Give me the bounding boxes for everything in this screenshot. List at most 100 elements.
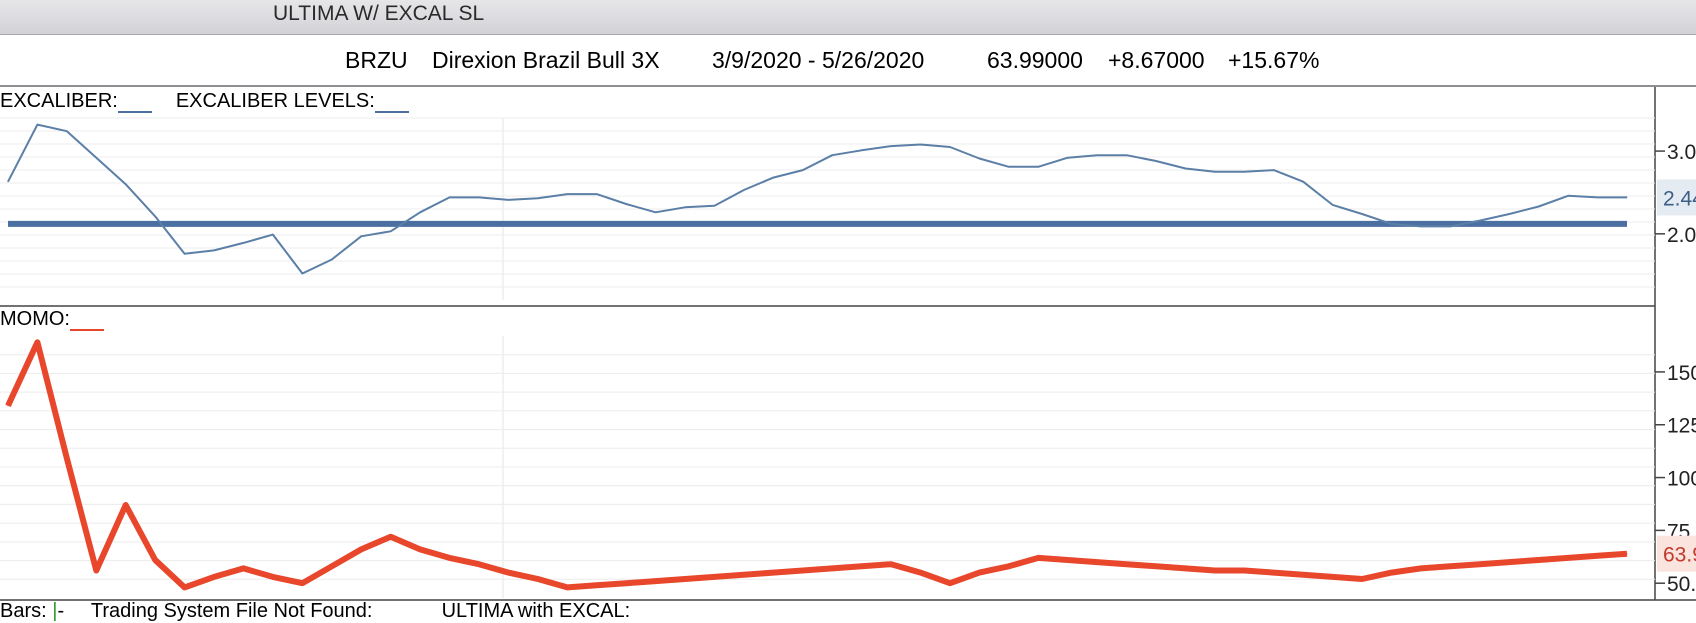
excaliber-data-point: [1243, 171, 1245, 173]
momo-data-point: [537, 578, 539, 580]
momo-data-point: [802, 570, 804, 572]
momo-data-point: [36, 341, 38, 343]
momo-data-point: [1361, 578, 1363, 580]
momo-data-point: [154, 559, 156, 561]
excaliber-data-point: [655, 211, 657, 213]
excaliber-data-point: [242, 242, 244, 244]
momo-data-point: [507, 572, 509, 574]
excaliber-data-point: [1626, 196, 1628, 198]
momo-data-point: [566, 586, 568, 588]
momo-data-point: [1008, 565, 1010, 567]
excaliber-data-point: [861, 149, 863, 151]
excaliber-data-point: [802, 169, 804, 171]
momo-data-point: [655, 580, 657, 582]
momo-data-point: [1302, 574, 1304, 576]
momo-data-point: [831, 567, 833, 569]
momo-data-point: [1626, 553, 1628, 555]
excaliber-data-point: [920, 143, 922, 145]
momo-data-point: [861, 565, 863, 567]
momo-data-point: [125, 504, 127, 506]
momo-data-point: [66, 458, 68, 460]
status-footer: Bars: |- Trading System File Not Found: …: [0, 600, 630, 623]
excaliber-data-point: [1449, 225, 1451, 227]
excaliber-data-point: [1008, 166, 1010, 168]
excaliber-data-point: [1567, 195, 1569, 197]
excaliber-data-point: [1361, 213, 1363, 215]
price-change-percent: +15.67%: [1228, 47, 1320, 73]
momo-data-point: [1597, 555, 1599, 557]
momo-data-point: [331, 565, 333, 567]
bars-label: Bars:: [0, 600, 47, 622]
momo-data-point: [596, 584, 598, 586]
security-name: Direxion Brazil Bull 3X: [432, 47, 660, 73]
excaliber-data-point: [478, 196, 480, 198]
momo-data-point: [1508, 561, 1510, 563]
excaliber-data-point: [1184, 167, 1186, 169]
momo-data-point: [1420, 567, 1422, 569]
momo-data-point: [978, 572, 980, 574]
momo-data-point: [1126, 563, 1128, 565]
excaliber-tick-label: 2.00: [1667, 224, 1696, 247]
momo-data-point: [625, 582, 627, 584]
excaliber-data-point: [360, 235, 362, 237]
momo-data-point: [360, 548, 362, 550]
excaliber-data-point: [684, 206, 686, 208]
momo-data-point: [213, 576, 215, 578]
trading-system-status: Trading System File Not Found:: [90, 600, 373, 622]
momo-tick-label: 125: [1667, 415, 1696, 438]
momo-data-point: [684, 578, 686, 580]
momo-swatch: [70, 317, 104, 331]
excaliber-series-line: [7, 123, 1627, 275]
excaliber-data-point: [1597, 196, 1599, 198]
excaliber-data-point: [390, 230, 392, 232]
momo-data-point: [949, 582, 951, 584]
bars-indicator-icon: |: [52, 600, 58, 622]
excaliber-data-point: [890, 145, 892, 147]
window-title: ULTIMA W/ EXCAL SL: [273, 2, 485, 25]
excaliber-data-point: [1479, 220, 1481, 222]
momo-label: MOMO:: [0, 308, 70, 330]
momo-data-point: [1273, 572, 1275, 574]
excaliber-data-point: [1538, 206, 1540, 208]
momo-data-point: [1479, 563, 1481, 565]
excaliber-data-point: [625, 203, 627, 205]
price-change: +8.67000: [1108, 47, 1205, 73]
excaliber-data-point: [772, 177, 774, 179]
date-range: 3/9/2020 - 5/26/2020: [712, 47, 925, 73]
excaliber-data-point: [36, 124, 38, 126]
momo-tick-label: 150: [1667, 362, 1696, 385]
excaliber-data-point: [1391, 223, 1393, 225]
momo-data-point: [242, 567, 244, 569]
momo-data-point: [419, 548, 421, 550]
symbol: BRZU: [345, 47, 408, 73]
momo-data-point: [1214, 570, 1216, 572]
excaliber-data-point: [7, 181, 9, 183]
excaliber-data-point: [66, 130, 68, 132]
momo-data-point: [772, 572, 774, 574]
momo-data-point: [301, 582, 303, 584]
momo-data-point: [1037, 557, 1039, 559]
momo-data-point: [743, 574, 745, 576]
momo-data-point: [7, 405, 9, 407]
excaliber-data-point: [1155, 160, 1157, 162]
excaliber-data-point: [272, 234, 274, 236]
excaliber-data-point: [949, 146, 951, 148]
momo-data-point: [272, 576, 274, 578]
excaliber-data-point: [331, 258, 333, 260]
momo-tick-label: 100: [1667, 468, 1696, 491]
excaliber-data-point: [1067, 157, 1069, 159]
excaliber-data-point: [537, 197, 539, 199]
momo-data-point: [1155, 565, 1157, 567]
excaliber-legend: EXCALIBER: EXCALIBER LEVELS:: [0, 90, 409, 113]
momo-last-value: 63.99: [1663, 544, 1696, 567]
momo-series-line: [5, 339, 1628, 591]
momo-legend: MOMO:: [0, 308, 104, 331]
quote-header: BRZU Direxion Brazil Bull 3X 3/9/2020 - …: [0, 35, 1696, 87]
excaliber-data-point: [125, 183, 127, 185]
excaliber-levels-label: EXCALIBER LEVELS:: [175, 90, 375, 112]
momo-data-point: [1567, 557, 1569, 559]
momo-data-point: [478, 563, 480, 565]
excaliber-tick-label: 3.00: [1667, 141, 1696, 164]
momo-data-point: [1538, 559, 1540, 561]
